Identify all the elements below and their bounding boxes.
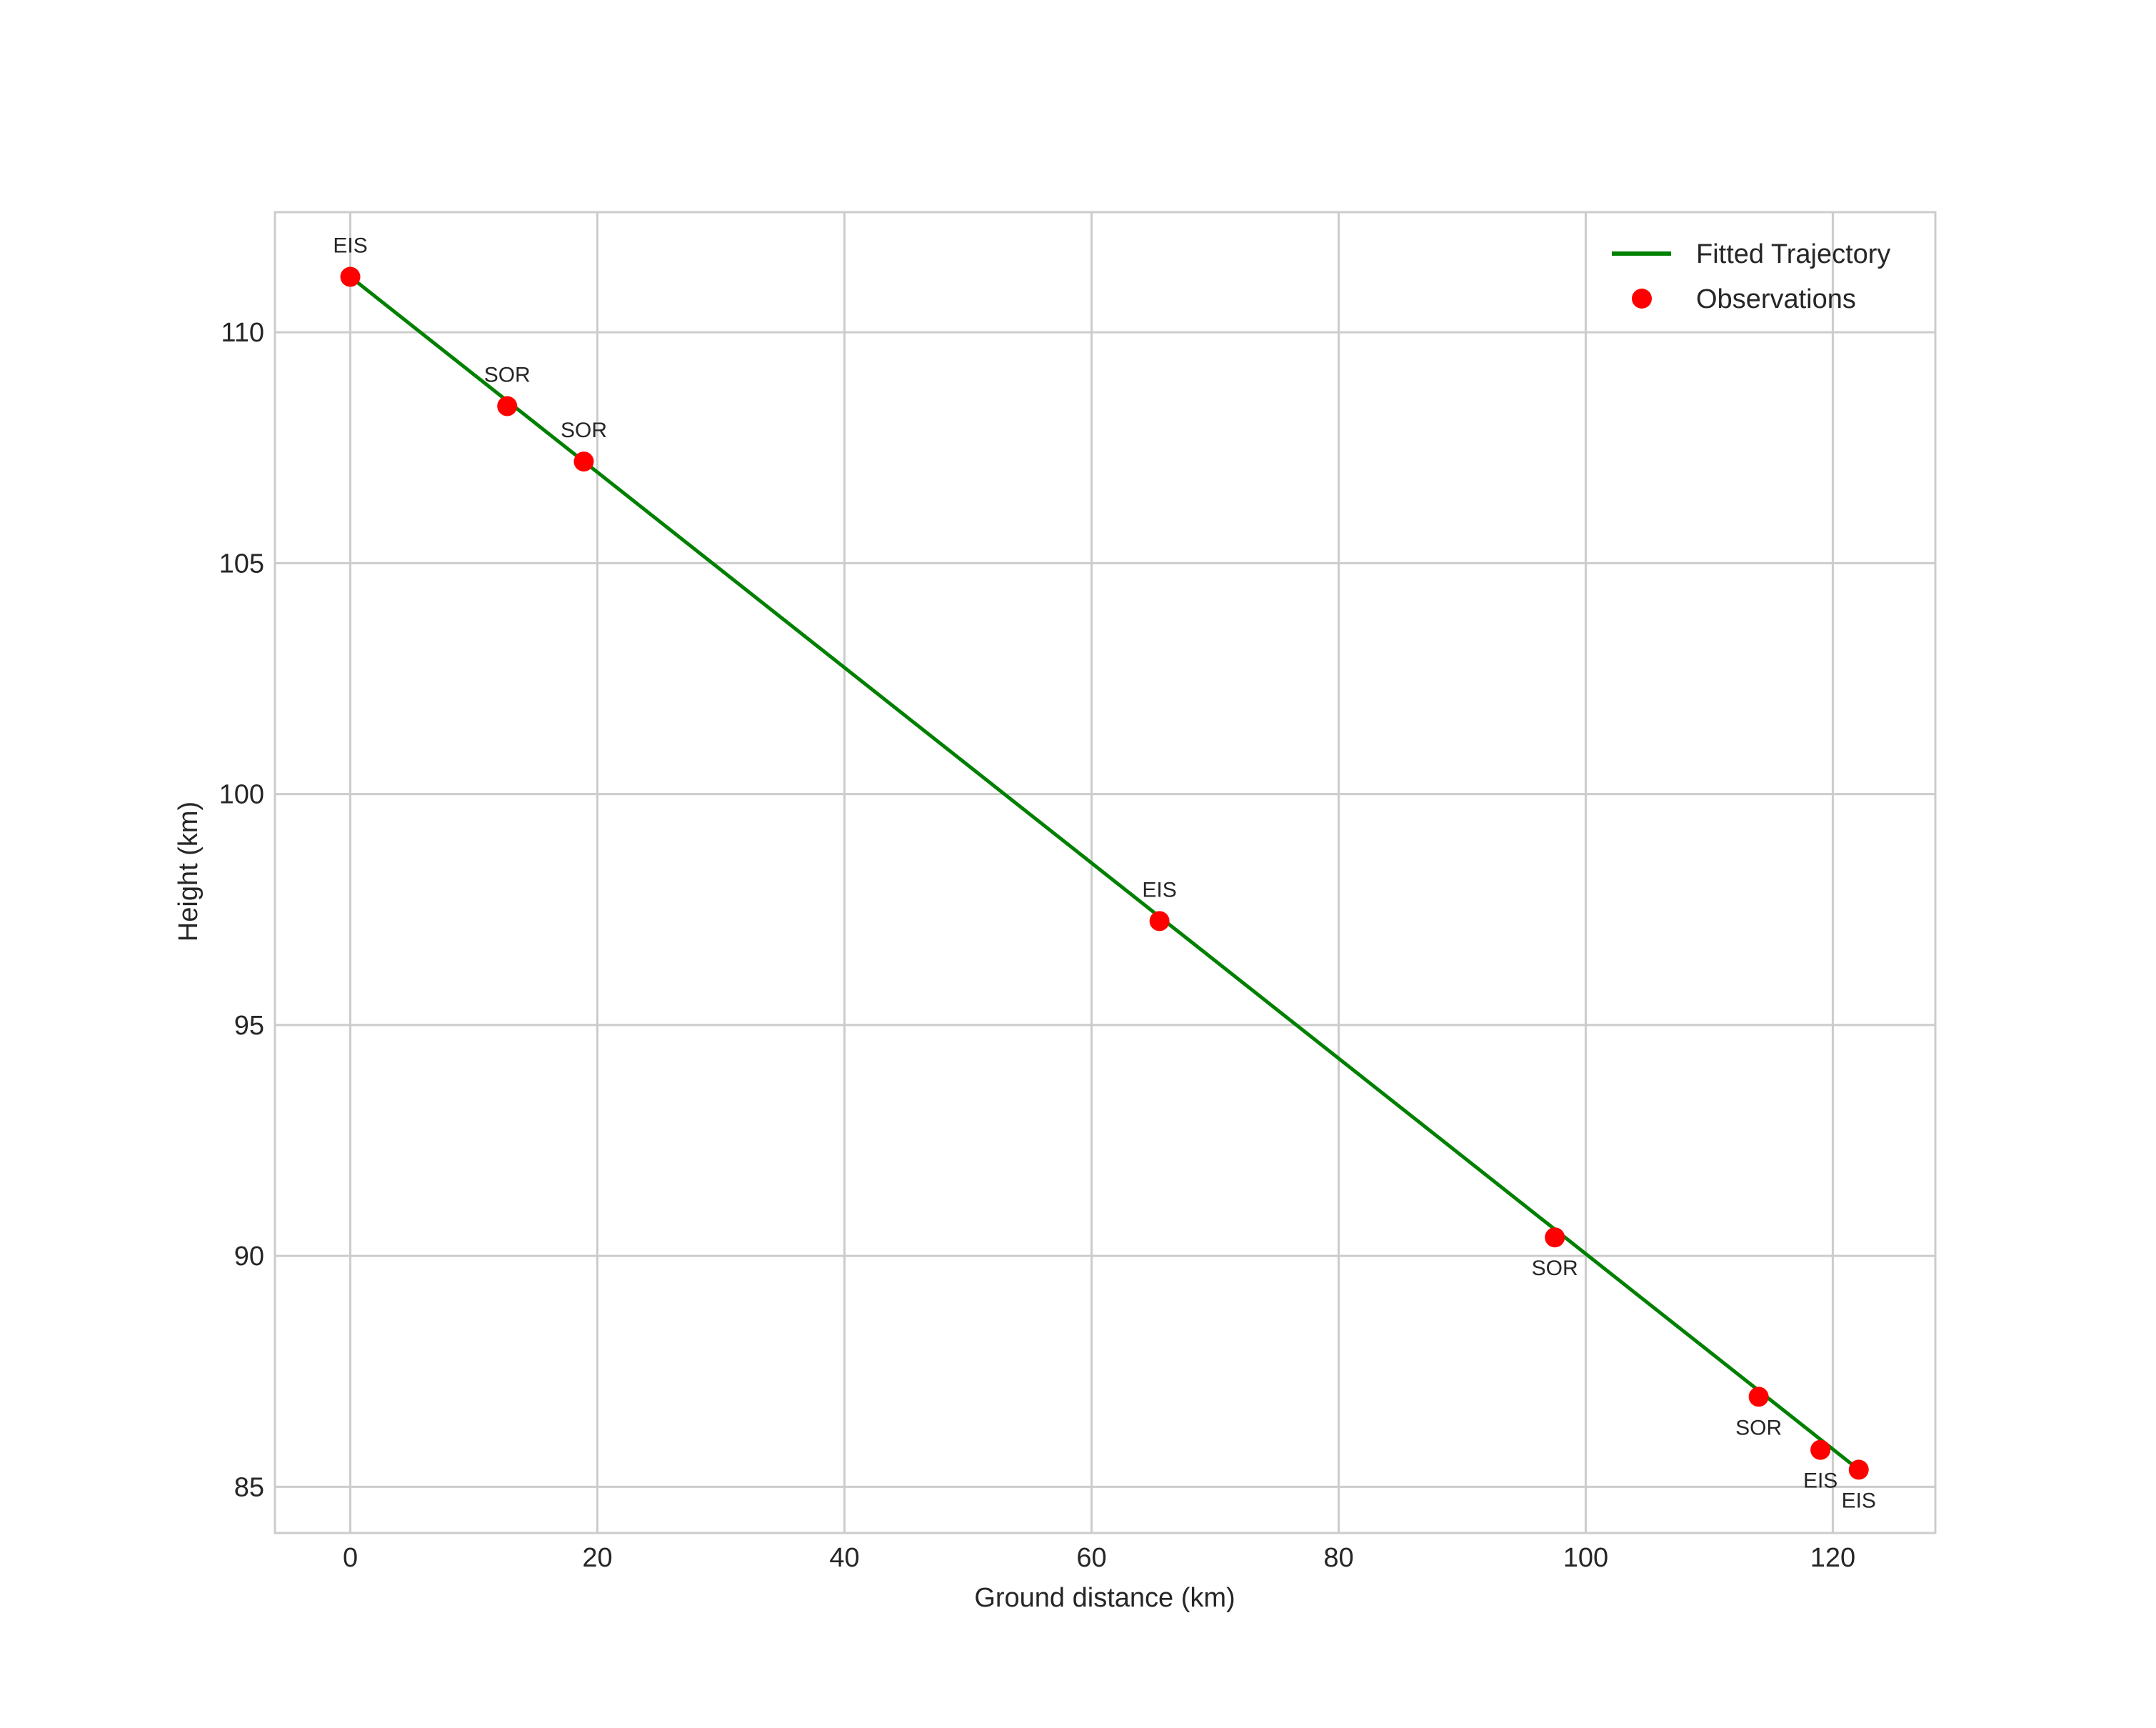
x-tick-label: 20 [582, 1543, 612, 1573]
y-tick-label: 100 [219, 780, 264, 810]
y-tick-label: 90 [234, 1242, 264, 1272]
y-tick-label: 105 [219, 549, 264, 579]
x-axis-label: Ground distance (km) [974, 1583, 1235, 1613]
legend: Fitted Trajectory Observations [1612, 239, 1890, 314]
x-tick-label: 100 [1563, 1543, 1608, 1573]
y-axis-label: Height (km) [174, 801, 204, 942]
fitted-trajectory [349, 275, 1860, 1472]
y-tick-label: 85 [234, 1472, 264, 1502]
x-axis-ticks: 0 20 40 60 80 100 120 [343, 1543, 1855, 1573]
fitted-trajectory-line [349, 275, 1860, 1472]
station-label: SOR [561, 419, 607, 442]
x-tick-label: 80 [1323, 1543, 1353, 1573]
x-tick-label: 0 [343, 1543, 358, 1573]
observation-point [1848, 1459, 1869, 1480]
station-label: EIS [1842, 1489, 1876, 1512]
plot-frame [274, 211, 1937, 1534]
y-tick-label: 110 [221, 318, 264, 348]
station-label: EIS [333, 234, 367, 258]
observation-point [497, 396, 518, 416]
y-axis-ticks: 85 90 95 100 105 110 [219, 318, 264, 1502]
observation-point [1545, 1227, 1565, 1248]
legend-label-fitted: Fitted Trajectory [1696, 239, 1890, 269]
observation-point [1149, 911, 1170, 932]
observation-point [573, 451, 594, 472]
legend-label-observations: Observations [1696, 284, 1856, 314]
grid-lines [275, 212, 1935, 1533]
observation-point [1810, 1439, 1831, 1460]
legend-dot-icon [1632, 289, 1652, 309]
station-label: SOR [1532, 1257, 1578, 1280]
x-tick-label: 60 [1076, 1543, 1106, 1573]
station-label: EIS [1142, 878, 1176, 902]
station-label: EIS [1803, 1469, 1837, 1493]
station-label: SOR [1735, 1416, 1782, 1439]
x-tick-label: 40 [829, 1543, 859, 1573]
observation-point [340, 266, 361, 287]
x-tick-label: 120 [1810, 1543, 1855, 1573]
y-tick-label: 95 [234, 1011, 264, 1041]
station-label: SOR [484, 364, 531, 387]
observation-point [1748, 1387, 1769, 1407]
observation-points [340, 266, 1869, 1480]
